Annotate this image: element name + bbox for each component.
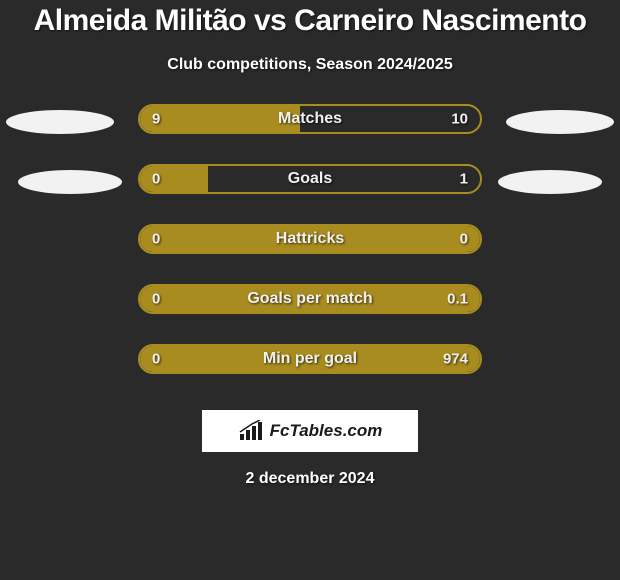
stat-right-value: 0 [460, 231, 468, 248]
stat-bar: 9 Matches 10 [138, 104, 482, 134]
stat-label: Goals [288, 170, 332, 188]
stat-left-value: 0 [152, 231, 160, 248]
stat-left-value: 0 [152, 291, 160, 308]
stat-bar: 0 Goals 1 [138, 164, 482, 194]
stat-bar: 0 Hattricks 0 [138, 224, 482, 254]
stat-row: 0 Goals per match 0.1 [0, 284, 620, 332]
player-left-marker [6, 110, 114, 134]
stat-row: 0 Hattricks 0 [0, 224, 620, 272]
player-left-marker [18, 170, 122, 194]
player-right-marker [506, 110, 614, 134]
stat-row: 0 Goals 1 [0, 164, 620, 212]
stat-label: Min per goal [263, 350, 357, 368]
stat-bar-fill [140, 166, 208, 192]
stat-left-value: 0 [152, 171, 160, 188]
subtitle: Club competitions, Season 2024/2025 [0, 56, 620, 74]
stat-bar: 0 Goals per match 0.1 [138, 284, 482, 314]
brand-text: FcTables.com [270, 421, 383, 441]
stat-row: 9 Matches 10 [0, 104, 620, 152]
comparison-card: Almeida Militão vs Carneiro Nascimento C… [0, 0, 620, 580]
stat-row: 0 Min per goal 974 [0, 344, 620, 392]
stat-label: Matches [278, 110, 342, 128]
stat-right-value: 1 [460, 171, 468, 188]
stat-bar: 0 Min per goal 974 [138, 344, 482, 374]
stat-right-value: 0.1 [447, 291, 468, 308]
stat-right-value: 10 [451, 111, 468, 128]
brand-badge[interactable]: FcTables.com [202, 410, 418, 452]
page-title: Almeida Militão vs Carneiro Nascimento [0, 4, 620, 38]
player-right-marker [498, 170, 602, 194]
stat-right-value: 974 [443, 351, 468, 368]
date-line: 2 december 2024 [0, 470, 620, 488]
stat-bar-fill [140, 106, 300, 132]
stat-left-value: 0 [152, 351, 160, 368]
brand-chart-icon [238, 420, 264, 442]
stat-label: Hattricks [276, 230, 344, 248]
stat-label: Goals per match [247, 290, 372, 308]
stat-left-value: 9 [152, 111, 160, 128]
